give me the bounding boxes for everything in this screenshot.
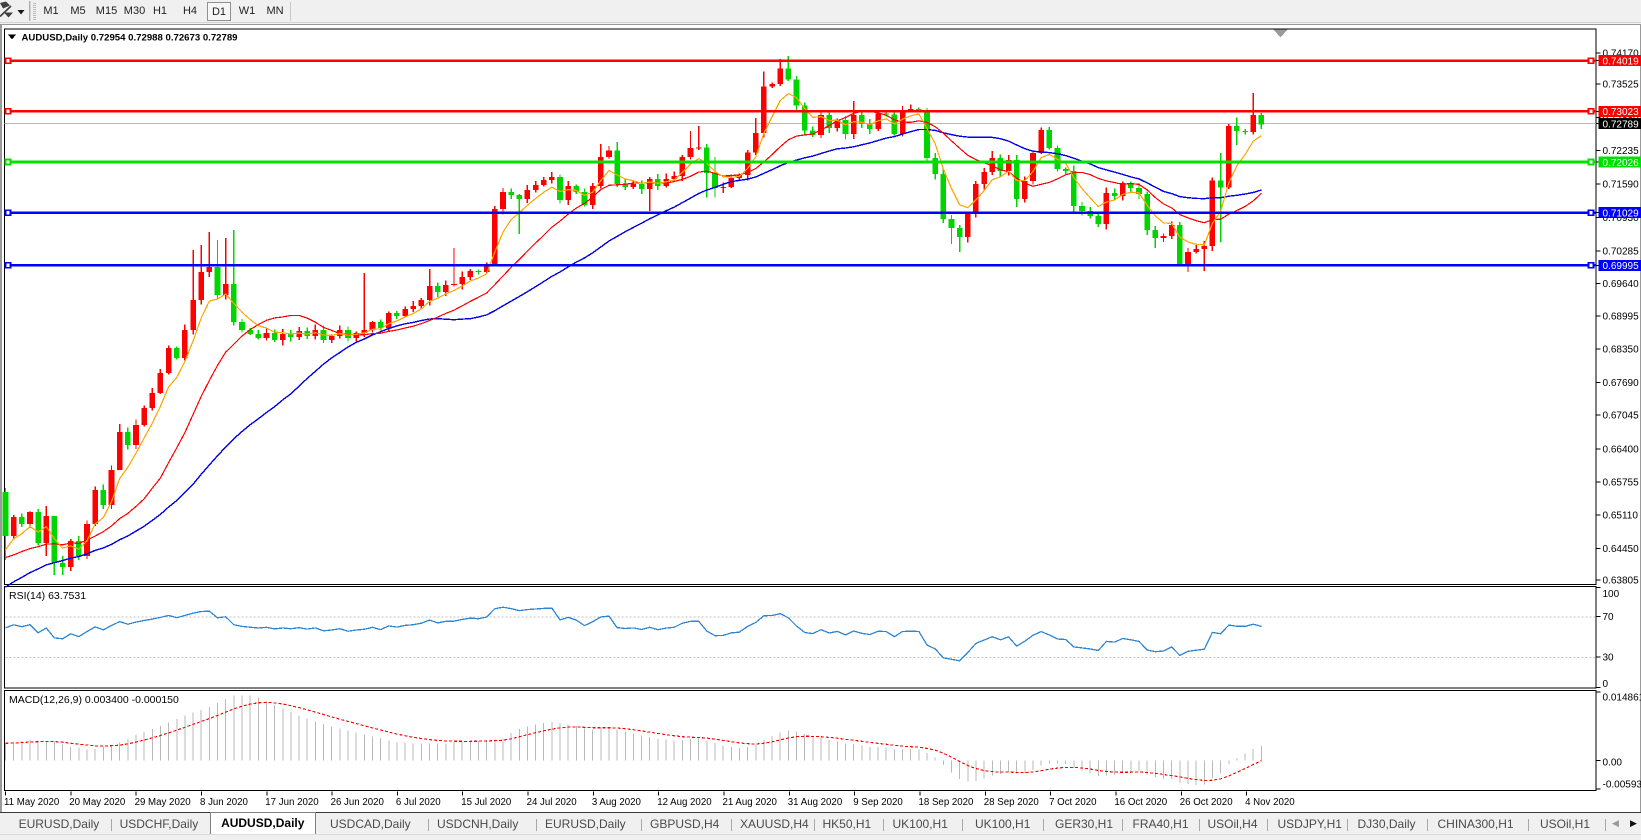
svg-text:30: 30 [1603,653,1615,664]
svg-text:8 Jun 2020: 8 Jun 2020 [200,797,249,808]
svg-text:RSI(14) 63.7531: RSI(14) 63.7531 [9,590,86,602]
svg-text:24 Jul 2020: 24 Jul 2020 [527,797,578,808]
svg-text:0.74170: 0.74170 [1603,49,1640,60]
svg-text:4 Nov 2020: 4 Nov 2020 [1245,797,1295,808]
svg-text:0.72026: 0.72026 [1603,158,1640,169]
svg-text:9 Sep 2020: 9 Sep 2020 [853,797,903,808]
svg-text:6 Jul 2020: 6 Jul 2020 [396,797,441,808]
svg-text:AUDUSD,Daily 0.72954 0.72988: AUDUSD,Daily 0.72954 0.72988 0.72673 0.7… [22,33,238,44]
svg-text:20 May 2020: 20 May 2020 [69,797,126,808]
svg-text:0.014861: 0.014861 [1603,693,1641,704]
svg-text:26 Oct 2020: 26 Oct 2020 [1180,797,1233,808]
svg-text:MACD(12,26,9) 0.003400 -0.0001: MACD(12,26,9) 0.003400 -0.000150 [9,694,179,706]
svg-text:0.63805: 0.63805 [1603,576,1640,587]
svg-text:0.74019: 0.74019 [1603,57,1640,68]
svg-text:21 Aug 2020: 21 Aug 2020 [723,797,778,808]
svg-text:0.72789: 0.72789 [1603,119,1640,130]
svg-text:0.71029: 0.71029 [1603,209,1640,220]
svg-text:0.73525: 0.73525 [1603,80,1640,91]
svg-text:0.71590: 0.71590 [1603,180,1640,191]
svg-text:0.73023: 0.73023 [1603,107,1640,118]
svg-text:0.69640: 0.69640 [1603,279,1640,290]
svg-text:29 May 2020: 29 May 2020 [135,797,192,808]
svg-text:28 Sep 2020: 28 Sep 2020 [984,797,1040,808]
svg-text:11 May 2020: 11 May 2020 [4,797,60,808]
svg-text:0.00: 0.00 [1603,758,1623,769]
svg-text:0.67690: 0.67690 [1603,378,1640,389]
svg-text:0.72235: 0.72235 [1603,146,1640,157]
svg-text:17 Jun 2020: 17 Jun 2020 [265,797,319,808]
svg-text:0.70930: 0.70930 [1603,213,1640,224]
svg-text:15 Jul 2020: 15 Jul 2020 [461,797,512,808]
svg-text:0.65110: 0.65110 [1603,511,1639,522]
svg-text:0: 0 [1603,679,1609,690]
svg-text:100: 100 [1603,589,1620,600]
svg-text:0.65755: 0.65755 [1603,478,1640,489]
svg-text:7 Oct 2020: 7 Oct 2020 [1049,797,1097,808]
svg-text:0.70285: 0.70285 [1603,247,1640,258]
svg-text:0.68350: 0.68350 [1603,345,1640,356]
svg-text:0.67045: 0.67045 [1603,411,1640,422]
svg-text:16 Oct 2020: 16 Oct 2020 [1114,797,1167,808]
svg-text:26 Jun 2020: 26 Jun 2020 [331,797,385,808]
svg-text:12 Aug 2020: 12 Aug 2020 [657,797,712,808]
svg-text:0.69995: 0.69995 [1603,261,1640,272]
svg-text:18 Sep 2020: 18 Sep 2020 [919,797,975,808]
svg-text:31 Aug 2020: 31 Aug 2020 [788,797,843,808]
svg-text:3 Aug 2020: 3 Aug 2020 [592,797,642,808]
svg-text:-0.005938: -0.005938 [1603,780,1641,791]
svg-text:0.66400: 0.66400 [1603,445,1640,456]
svg-text:70: 70 [1603,612,1615,623]
svg-text:0.68995: 0.68995 [1603,312,1640,323]
svg-text:0.64450: 0.64450 [1603,544,1640,555]
